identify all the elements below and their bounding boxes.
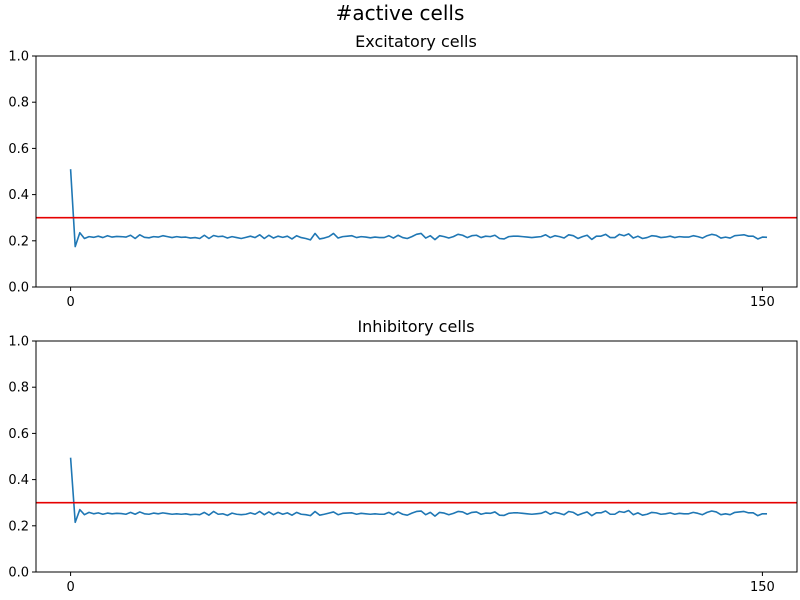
inhibitory-ytick-label: 1.0 (8, 335, 29, 350)
inhibitory-ytick-label: 0.6 (8, 427, 29, 442)
excitatory-subplot-title: Excitatory cells (355, 32, 477, 51)
excitatory-ytick-label: 0.6 (8, 142, 29, 157)
excitatory-ytick-label: 0.8 (8, 96, 29, 111)
excitatory-ytick-label: 0.2 (8, 234, 29, 249)
excitatory-xtick-label: 0 (66, 295, 74, 310)
excitatory-subplot: Excitatory cells 0.0 0.2 0.4 0.6 0.8 1.0 0 150 (8, 32, 798, 310)
inhibitory-ytick-label: 0.8 (8, 381, 29, 396)
excitatory-axes-frame (35, 55, 798, 288)
inhibitory-xtick-label: 0 (66, 580, 74, 595)
excitatory-ytick-label: 0.0 (8, 281, 29, 296)
inhibitory-ytick-label: 0.0 (8, 566, 29, 581)
inhibitory-ytick-label: 0.4 (8, 473, 29, 488)
inhibitory-subplot-title: Inhibitory cells (357, 317, 474, 336)
inhibitory-ytick-label: 0.2 (8, 519, 29, 534)
excitatory-ytick-label: 0.4 (8, 188, 29, 203)
inhibitory-subplot: Inhibitory cells 0.0 0.2 0.4 0.6 0.8 1.0 0 150 (8, 317, 798, 595)
excitatory-series-line (69, 169, 768, 248)
inhibitory-xtick-label: 150 (750, 580, 775, 595)
figure-title: #active cells (336, 1, 465, 25)
inhibitory-axes-frame (35, 340, 798, 573)
excitatory-xtick-label: 150 (750, 295, 775, 310)
excitatory-ytick-label: 1.0 (8, 50, 29, 65)
inhibitory-series-line (69, 457, 768, 524)
